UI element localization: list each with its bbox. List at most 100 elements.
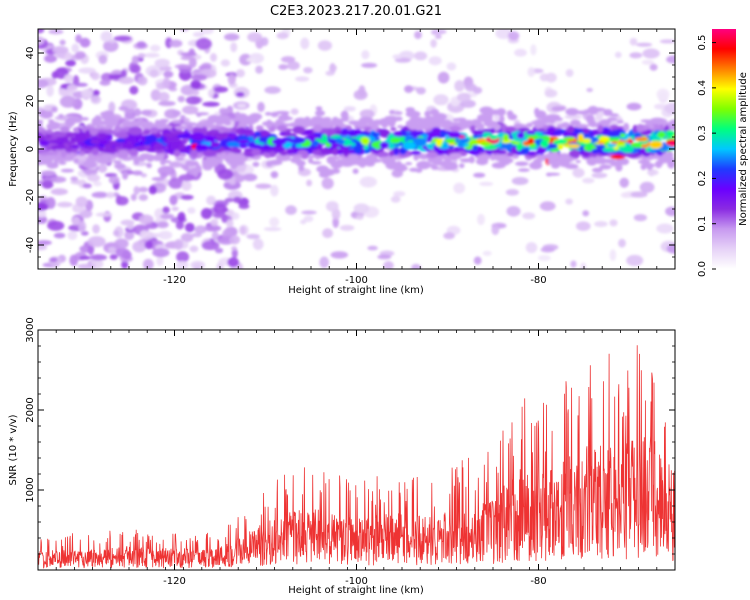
heatmap-blob	[501, 142, 513, 150]
heatmap-blob	[575, 159, 581, 164]
heatmap-blob	[429, 108, 440, 116]
heatmap-blob	[190, 79, 201, 90]
heatmap-blob	[176, 251, 190, 263]
heatmap-blob	[38, 131, 43, 140]
heatmap-blob	[473, 172, 486, 178]
heatmap-blob	[200, 29, 214, 35]
heatmap-blob	[65, 59, 76, 67]
heatmap-blob	[631, 142, 642, 148]
heatmap-blob	[365, 161, 375, 167]
heatmap-blob	[446, 62, 457, 71]
heatmap-blob	[242, 173, 258, 182]
heatmap-blob	[523, 147, 530, 155]
heatmap-blob	[280, 150, 288, 156]
heatmap-blob	[130, 64, 141, 74]
heatmap-blob	[495, 150, 507, 155]
heatmap-blob	[615, 164, 623, 172]
heatmap-blob	[315, 106, 323, 111]
heatmap-blob	[196, 144, 209, 150]
heatmap-blob	[60, 149, 67, 158]
heatmap-blob	[363, 126, 372, 131]
heatmap-blob	[78, 220, 87, 233]
heatmap-blob	[227, 257, 239, 268]
heatmap-blob	[137, 76, 148, 86]
heatmap-blob	[444, 138, 456, 144]
heatmap-blob	[339, 224, 355, 231]
heatmap-blob	[229, 235, 241, 245]
heatmap-blob	[426, 135, 433, 143]
heatmap-blob	[128, 148, 139, 157]
heatmap-blob	[174, 125, 188, 130]
heatmap-blob	[404, 85, 414, 93]
heatmap-blob	[148, 185, 157, 195]
heatmap-blob	[436, 148, 445, 154]
heatmap-blob	[567, 144, 580, 149]
heatmap-blob	[66, 84, 78, 92]
heatmap-blob	[210, 218, 219, 227]
heatmap-blob	[53, 232, 66, 239]
heatmap-blob	[252, 143, 263, 150]
heatmap-blob	[188, 57, 197, 68]
heatmap-blob	[505, 126, 518, 133]
heatmap-blob	[325, 201, 339, 212]
heatmap-blob	[469, 147, 482, 156]
heatmap-blob	[114, 146, 122, 150]
heatmap-blob	[303, 215, 314, 223]
heatmap-blob	[533, 158, 543, 165]
heatmap-blob	[606, 143, 618, 148]
heatmap-blob	[297, 120, 308, 125]
heatmap-blob	[389, 109, 395, 115]
heatmap-blob	[315, 110, 325, 117]
heatmap-blob	[300, 219, 307, 225]
heatmap-blob	[163, 70, 174, 78]
heatmap-blob	[80, 117, 89, 121]
heatmap-blob	[38, 156, 42, 161]
heatmap-blob	[262, 121, 276, 127]
heatmap-blob	[482, 250, 492, 256]
heatmap-blob	[41, 130, 48, 135]
heatmap-blob	[160, 213, 174, 220]
heatmap-blob	[536, 146, 547, 153]
heatmap-blob	[57, 201, 73, 208]
heatmap-blob	[666, 55, 675, 64]
heatmap-blob	[47, 220, 65, 231]
heatmap-blob	[483, 120, 498, 127]
heatmap-blob	[586, 87, 593, 93]
heatmap-blob	[207, 88, 215, 98]
heatmap-blob	[511, 147, 518, 154]
heatmap-blob	[447, 131, 461, 139]
heatmap-blob	[138, 214, 154, 225]
heatmap-blob	[353, 145, 363, 154]
heatmap-blob	[414, 51, 428, 61]
heatmap-blob	[350, 142, 356, 147]
heatmap-blob	[416, 160, 431, 170]
heatmap-blob	[616, 120, 624, 124]
heatmap-blob	[342, 147, 350, 155]
heatmap-blob	[359, 176, 377, 188]
heatmap-blob	[416, 87, 426, 95]
heatmap-blob	[177, 211, 186, 222]
heatmap-blob	[312, 140, 319, 147]
x-tick-label: -80	[530, 275, 546, 286]
heatmap-blob	[591, 172, 608, 179]
heatmap-blob	[405, 162, 413, 166]
heatmap-blob	[270, 171, 279, 179]
heatmap-blob	[649, 63, 658, 71]
heatmap-blob	[393, 111, 403, 115]
heatmap-blob	[490, 128, 496, 134]
heatmap-blob	[120, 69, 127, 79]
heatmap-blob	[337, 149, 344, 155]
heatmap-blob	[46, 162, 59, 169]
heatmap-blob	[463, 143, 470, 147]
heatmap-blob	[75, 196, 88, 207]
heatmap-blob	[326, 155, 337, 165]
heatmap-blob	[102, 154, 116, 159]
heatmap-blob	[230, 42, 238, 53]
heatmap-blob	[99, 140, 109, 145]
heatmap-blob	[551, 106, 566, 112]
heatmap-blob	[269, 217, 280, 227]
heatmap-blob	[621, 144, 634, 153]
heatmap-blob	[162, 132, 176, 138]
heatmap-blob	[459, 138, 471, 143]
heatmap-blob	[121, 260, 129, 269]
